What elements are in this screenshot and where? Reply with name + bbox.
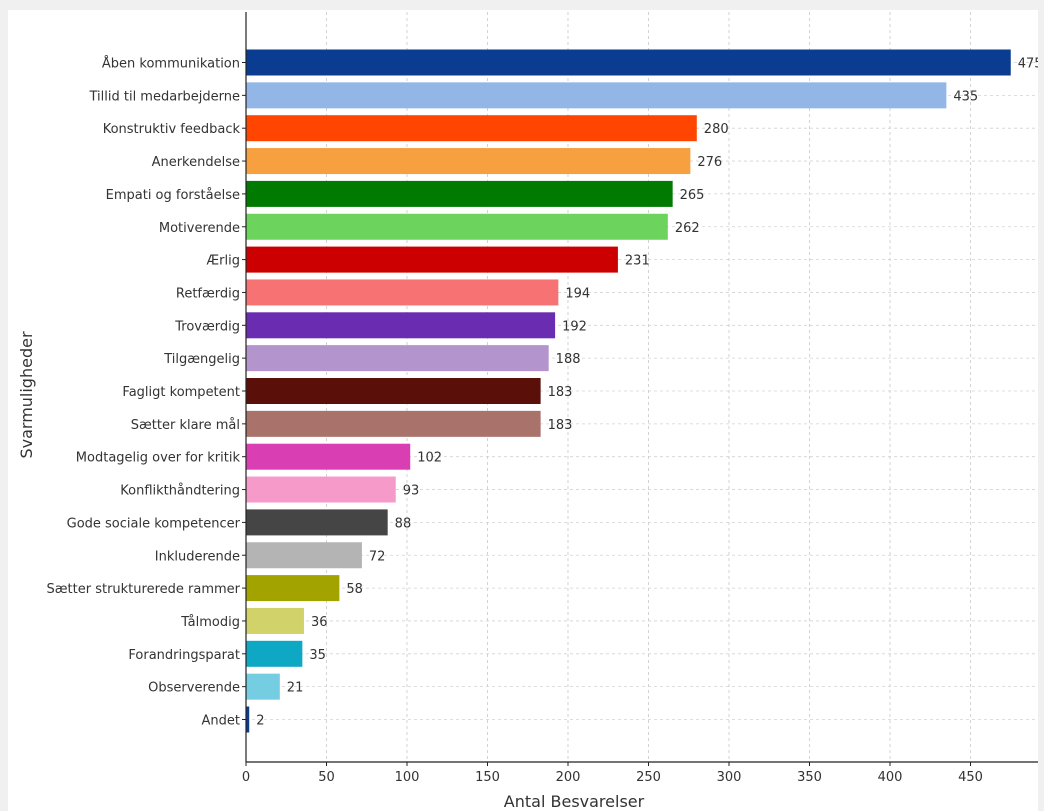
value-label: 2 (256, 714, 264, 729)
category-label: Konflikthåndtering (120, 484, 240, 499)
bar (246, 410, 541, 437)
category-label: Tilgængelig (163, 352, 240, 367)
value-label: 183 (548, 385, 573, 400)
value-label: 475 (1018, 57, 1038, 72)
x-tick-label: 200 (556, 770, 581, 785)
bar-chart: 0 50 100 150 200 250 300 350 400 450 Åben kommuni… (17, 12, 1038, 811)
axes (245, 12, 1038, 763)
category-label: Forandringsparat (128, 648, 240, 663)
x-tick-label: 0 (242, 770, 250, 785)
value-label: 231 (625, 254, 650, 269)
chart-card: 0 50 100 150 200 250 300 350 400 450 Åben kommuni… (8, 10, 1038, 811)
value-label: 280 (704, 122, 729, 137)
category-label: Fagligt kompetent (122, 385, 240, 400)
bar (246, 640, 303, 667)
bar (246, 115, 697, 142)
bar (246, 345, 549, 372)
category-label: Troværdig (174, 319, 240, 334)
x-tick-label: 50 (318, 770, 335, 785)
bar (246, 246, 618, 273)
x-tick-label: 300 (717, 770, 742, 785)
bar (246, 148, 691, 175)
bar (246, 575, 340, 602)
value-label: 435 (953, 89, 978, 104)
x-tick-label: 400 (878, 770, 903, 785)
x-tick-label: 100 (395, 770, 420, 785)
x-tick-label: 250 (636, 770, 661, 785)
x-tick-label: 450 (958, 770, 983, 785)
value-label: 36 (311, 615, 328, 630)
category-label: Tålmodig (180, 615, 240, 630)
value-label: 183 (548, 418, 573, 433)
bar (246, 180, 673, 207)
x-ticks: 0 50 100 150 200 250 300 350 400 450 (242, 762, 983, 785)
bar (246, 673, 280, 700)
category-label: Gode sociale kompetencer (67, 516, 241, 531)
category-label: Observerende (148, 681, 240, 696)
value-label: 93 (403, 484, 420, 499)
value-label: 276 (697, 155, 722, 170)
bar (246, 49, 1011, 76)
bar (246, 509, 388, 536)
value-label: 88 (395, 516, 412, 531)
category-label: Åben kommunikation (102, 56, 240, 72)
bar (246, 279, 559, 306)
bars (246, 49, 1011, 733)
value-label: 194 (565, 286, 590, 301)
bar (246, 476, 396, 503)
bar (246, 443, 411, 470)
x-axis-title: Antal Besvarelser (504, 792, 645, 811)
x-tick-label: 150 (475, 770, 500, 785)
category-label: Sætter strukturerede rammer (47, 582, 241, 597)
bar (246, 542, 362, 569)
value-labels: 475 435 280 276 265 262 231 194 192 188 183 183 102 9… (256, 57, 1038, 729)
category-label: Inkluderende (155, 549, 240, 564)
category-label: Retfærdig (176, 286, 240, 301)
value-label: 21 (287, 681, 304, 696)
category-label: Anerkendelse (152, 155, 240, 170)
category-label: Konstruktiv feedback (103, 122, 241, 137)
bar (246, 378, 541, 404)
bar (246, 607, 304, 634)
category-label: Ærlig (207, 254, 240, 269)
y-axis-title: Svarmuligheder (17, 331, 36, 458)
category-labels: Åben kommunikation Tillid til medarbejder… (47, 56, 246, 729)
x-tick-label: 350 (797, 770, 822, 785)
value-label: 265 (680, 188, 705, 203)
category-label: Modtagelig over for kritik (76, 451, 241, 466)
category-label: Motiverende (159, 221, 240, 236)
category-label: Tillid til medarbejderne (88, 89, 240, 104)
bar (246, 312, 556, 339)
value-label: 188 (556, 352, 581, 367)
value-label: 102 (417, 451, 442, 466)
category-label: Sætter klare mål (131, 418, 240, 433)
bar (246, 82, 947, 109)
bar (246, 213, 668, 240)
category-label: Empati og forståelse (106, 188, 240, 203)
category-label: Andet (202, 714, 240, 729)
value-label: 35 (309, 648, 326, 663)
value-label: 262 (675, 221, 700, 236)
value-label: 192 (562, 319, 587, 334)
value-label: 72 (369, 549, 386, 564)
value-label: 58 (346, 582, 363, 597)
bar (246, 706, 250, 733)
